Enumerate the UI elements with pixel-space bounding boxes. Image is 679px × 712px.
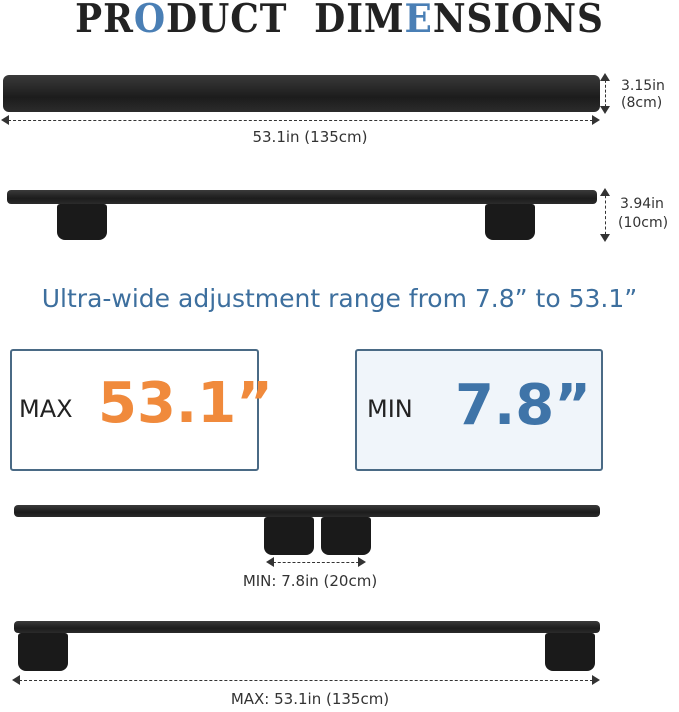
height-arrow: [600, 188, 610, 242]
crossbar-min-config: [14, 505, 600, 517]
max-box: MAX 53.1”: [10, 349, 273, 471]
min-arrow: [266, 557, 366, 567]
title-highlight: E: [404, 0, 433, 42]
crossbar-max-config: [14, 621, 600, 633]
mounting-foot: [545, 633, 595, 671]
min-value: 7.8”: [455, 373, 592, 438]
length-arrow: [1, 115, 600, 125]
height-arrow: [600, 73, 610, 114]
crossbar-top-view: [3, 75, 600, 112]
max-value: 53.1”: [98, 371, 273, 436]
height-cm-label: (8cm): [621, 95, 663, 111]
title-part: NSIONS: [432, 0, 604, 42]
crossbar-side-view: [7, 190, 597, 204]
height-in-label: 3.94in: [620, 196, 664, 212]
mounting-foot: [321, 517, 371, 555]
min-box: MIN 7.8”: [355, 349, 603, 471]
mounting-foot: [485, 204, 535, 240]
min-config-label: MIN: 7.8in (20cm): [242, 572, 378, 590]
title-part: DUCT DIM: [166, 0, 405, 42]
mounting-foot: [18, 633, 68, 671]
page-title: PRODUCT DIMENSIONS: [27, 0, 652, 42]
adjustment-headline: Ultra-wide adjustment range from 7.8” to…: [41, 284, 638, 313]
max-label: MAX: [19, 395, 73, 423]
max-arrow: [12, 675, 600, 685]
mounting-foot: [57, 204, 107, 240]
length-label: 53.1in (135cm): [252, 128, 368, 146]
max-config-label: MAX: 53.1in (135cm): [230, 690, 390, 708]
title-highlight: O: [133, 0, 167, 42]
min-label: MIN: [367, 395, 413, 423]
height-in-label: 3.15in: [621, 78, 665, 94]
title-part: PR: [75, 0, 134, 42]
height-cm-label: (10cm): [618, 215, 669, 231]
mounting-foot: [264, 517, 314, 555]
